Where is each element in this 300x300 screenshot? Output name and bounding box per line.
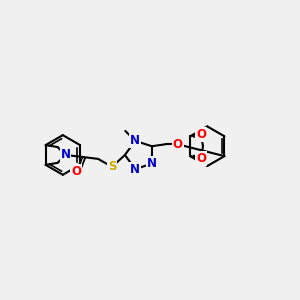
Text: N: N (130, 163, 140, 176)
Text: O: O (172, 138, 183, 151)
Text: O: O (196, 152, 206, 165)
Text: N: N (61, 148, 70, 161)
Text: O: O (196, 128, 206, 141)
Text: N: N (147, 157, 157, 170)
Text: S: S (108, 160, 116, 173)
Text: N: N (130, 134, 140, 147)
Text: O: O (71, 165, 81, 178)
